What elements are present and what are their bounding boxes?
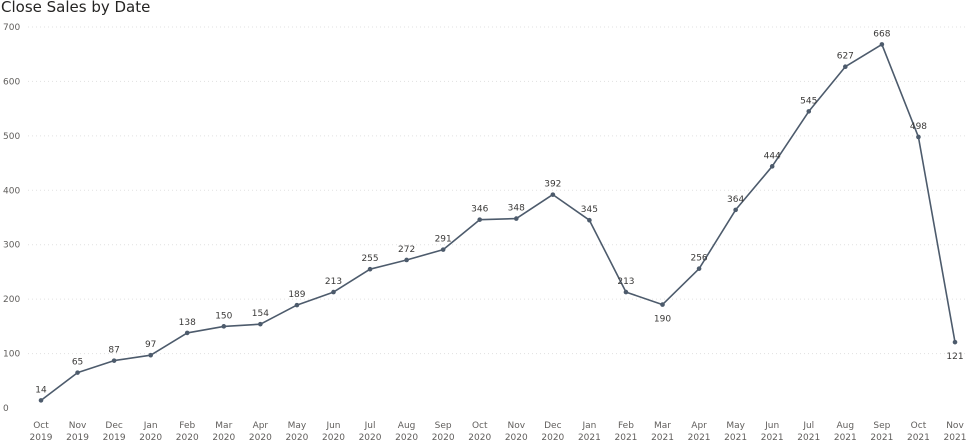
data-label: 65 [72, 358, 83, 368]
x-tick-label: Jan 2020 [139, 421, 162, 443]
x-tick-label: Oct 2021 [907, 421, 930, 443]
x-tick-label: Mar 2020 [212, 421, 235, 443]
data-point[interactable] [587, 217, 592, 223]
y-tick-label: 600 [3, 77, 20, 87]
data-point[interactable] [294, 302, 300, 308]
data-point[interactable] [148, 352, 153, 358]
data-label: 150 [215, 311, 232, 321]
y-tick-label: 100 [3, 350, 20, 360]
data-label: 444 [764, 151, 781, 161]
data-point[interactable] [38, 398, 44, 403]
data-label: 138 [179, 318, 196, 328]
data-label: 189 [288, 290, 305, 300]
data-point[interactable] [331, 289, 336, 295]
x-tick-label: Nov 2021 [944, 421, 967, 443]
data-point[interactable] [221, 324, 227, 329]
x-tick-label: Feb 2020 [176, 421, 199, 443]
data-label: 213 [617, 277, 634, 287]
data-label: 668 [873, 29, 890, 39]
data-label: 14 [35, 385, 47, 395]
data-label: 213 [325, 277, 342, 287]
data-label: 291 [435, 235, 452, 245]
x-tick-label: Oct 2019 [30, 421, 53, 443]
x-tick-label: Jul 2021 [797, 421, 820, 443]
data-point[interactable] [550, 192, 556, 197]
chart-title: Close Sales by Date [1, 0, 151, 16]
data-label: 346 [471, 205, 488, 215]
series-line [40, 43, 956, 402]
data-label: 345 [581, 205, 598, 215]
data-point[interactable] [879, 42, 885, 47]
data-label: 190 [654, 315, 671, 325]
x-tick-label: Oct 2020 [468, 421, 491, 443]
data-label: 498 [910, 122, 927, 132]
data-point[interactable] [404, 257, 409, 263]
data-point[interactable] [258, 321, 263, 327]
x-tick-label: Jun 2020 [322, 421, 345, 443]
x-tick-label: Apr 2021 [688, 421, 711, 443]
data-point[interactable] [440, 247, 446, 252]
y-tick-label: 500 [3, 132, 20, 142]
gridlines [28, 26, 968, 355]
data-point[interactable] [696, 266, 702, 271]
data-label: 364 [727, 195, 744, 205]
x-tick-label: Apr 2020 [249, 421, 272, 443]
x-tick-label: Jan 2021 [578, 421, 601, 443]
data-label: 97 [145, 340, 156, 350]
x-tick-label: Jun 2021 [761, 421, 784, 443]
data-point[interactable] [769, 164, 775, 169]
x-tick-label: Sep 2021 [870, 421, 893, 443]
y-tick-label: 400 [3, 186, 20, 196]
data-point[interactable] [660, 302, 665, 307]
data-point[interactable] [367, 266, 373, 272]
y-tick-label: 700 [3, 23, 20, 33]
x-tick-label: Aug 2020 [395, 421, 418, 443]
data-label: 256 [690, 254, 707, 264]
data-label: 348 [508, 204, 525, 214]
x-tick-label: Nov 2019 [66, 421, 89, 443]
data-point[interactable] [916, 134, 921, 140]
data-points [38, 42, 958, 403]
data-point[interactable] [733, 207, 738, 213]
data-label: 87 [108, 346, 119, 356]
data-label: 627 [837, 52, 854, 62]
y-tick-label: 200 [3, 295, 20, 305]
x-axis: Oct 2019 Nov 2019 Dec 2019 Jan 2020 Feb 2020 Mar 20… [30, 421, 967, 443]
data-label: 121 [946, 352, 963, 362]
x-tick-label: May 2021 [724, 421, 747, 443]
x-tick-label: Aug 2021 [834, 421, 857, 443]
x-tick-label: Dec 2019 [103, 421, 126, 443]
y-axis: 0 100 200 300 400 500 600 700 [3, 23, 20, 414]
data-label: 272 [398, 245, 415, 255]
data-point[interactable] [477, 217, 483, 222]
data-point[interactable] [806, 109, 812, 114]
y-tick-label: 0 [3, 404, 9, 414]
x-tick-label: Nov 2020 [505, 421, 528, 443]
x-tick-label: Dec 2020 [541, 421, 564, 443]
data-label: 255 [361, 254, 378, 264]
data-point[interactable] [623, 289, 629, 295]
data-point[interactable] [843, 64, 848, 70]
data-point[interactable] [952, 339, 958, 345]
x-tick-label: Mar 2021 [651, 421, 674, 443]
data-label: 392 [544, 180, 561, 190]
data-label: 545 [800, 96, 817, 106]
data-point[interactable] [111, 358, 117, 363]
y-tick-label: 300 [3, 241, 20, 251]
series-polyline [40, 43, 956, 402]
data-point[interactable] [184, 330, 190, 336]
data-point[interactable] [75, 370, 80, 375]
x-tick-label: Feb 2021 [615, 421, 638, 443]
data-point[interactable] [513, 216, 519, 221]
x-tick-label: Sep 2020 [432, 421, 455, 443]
x-tick-label: May 2020 [285, 421, 308, 443]
data-label: 154 [252, 309, 269, 319]
data-labels: 14 65 87 97 138 150 154 189 213 255 272 291 346 348 39… [35, 29, 963, 395]
x-tick-label: Jul 2020 [359, 421, 382, 443]
